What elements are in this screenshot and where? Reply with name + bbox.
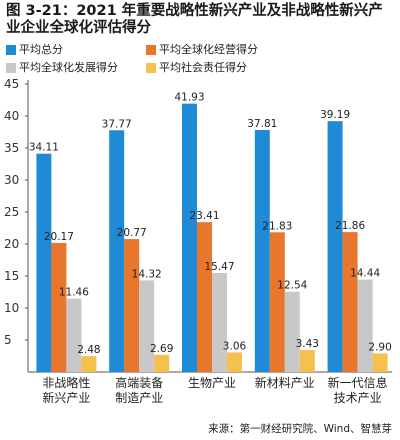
data-label: 14.32 bbox=[132, 268, 162, 280]
bar bbox=[36, 153, 52, 372]
x-tick-label: 生物产业 bbox=[188, 376, 236, 390]
bar-chart: 5 10 15 20 25 30 35 40 45 34.11 20.17 11.46 2.48 非战略性… bbox=[4, 77, 392, 405]
bar bbox=[357, 279, 373, 372]
x-tick-label: 制造产业 bbox=[115, 391, 163, 405]
legend-label: 平均全球化经营得分 bbox=[159, 43, 258, 56]
data-label: 15.47 bbox=[204, 261, 234, 273]
source-note: 来源：第一财经研究院、Wind、智慧芽 bbox=[208, 423, 392, 435]
x-tick-label: 新兴产业 bbox=[42, 390, 90, 405]
bar bbox=[109, 130, 125, 372]
bar bbox=[124, 239, 140, 372]
y-tick-label: 10 bbox=[4, 301, 19, 315]
chart-title: 图 3-21：2021 年重要战略性新兴产业及非战略性新兴产业企业全球化评估得分 bbox=[6, 3, 383, 36]
data-label: 2.48 bbox=[77, 344, 100, 356]
bar bbox=[182, 103, 197, 372]
data-label: 21.86 bbox=[335, 220, 365, 232]
legend-label: 平均社会责任得分 bbox=[159, 61, 247, 74]
legend-item: 平均全球化经营得分 bbox=[146, 42, 258, 58]
bar bbox=[66, 298, 82, 372]
data-label: 14.44 bbox=[350, 268, 380, 280]
data-label: 20.77 bbox=[117, 227, 147, 239]
data-label: 37.77 bbox=[102, 118, 132, 130]
legend-item: 平均社会责任得分 bbox=[146, 60, 247, 76]
bar bbox=[197, 222, 212, 372]
data-label: 23.41 bbox=[189, 210, 219, 222]
bar bbox=[342, 232, 358, 372]
bar bbox=[372, 353, 388, 372]
x-tick-label: 非战略性 bbox=[42, 375, 90, 390]
chart-legend: 平均总分 平均全球化经营得分平均全球化发展得分 平均社会责任得分 bbox=[6, 42, 396, 80]
data-label: 39.19 bbox=[320, 109, 350, 121]
bar bbox=[299, 350, 315, 372]
data-label: 20.17 bbox=[44, 231, 74, 243]
data-label: 37.81 bbox=[247, 118, 277, 130]
legend-swatch bbox=[6, 63, 16, 73]
x-tick-label: 技术产业 bbox=[334, 391, 382, 405]
y-tick-label: 40 bbox=[4, 109, 19, 123]
x-tick-label: 新一代信息 bbox=[328, 375, 388, 390]
legend-swatch bbox=[6, 45, 16, 55]
bar bbox=[51, 242, 67, 372]
bar bbox=[81, 356, 97, 372]
x-tick-label: 新材料产业 bbox=[255, 375, 315, 390]
legend-swatch bbox=[146, 63, 156, 73]
bar bbox=[154, 354, 170, 372]
y-tick-label: 25 bbox=[4, 205, 19, 219]
legend-item: 平均全球化发展得分 bbox=[6, 60, 118, 76]
y-tick-label: 45 bbox=[4, 77, 19, 91]
y-tick-label: 30 bbox=[4, 173, 19, 187]
legend-item: 平均总分 bbox=[6, 42, 63, 58]
bar bbox=[227, 352, 242, 372]
legend-swatch bbox=[146, 45, 156, 55]
data-label: 3.43 bbox=[296, 338, 319, 350]
bar bbox=[139, 280, 155, 372]
data-label: 3.06 bbox=[223, 340, 247, 352]
bar bbox=[284, 291, 300, 372]
bar bbox=[212, 272, 227, 372]
y-tick-label: 5 bbox=[4, 333, 12, 347]
legend-label: 平均总分 bbox=[19, 43, 63, 56]
data-label: 11.46 bbox=[59, 287, 89, 299]
data-label: 21.83 bbox=[262, 220, 292, 232]
data-label: 2.90 bbox=[368, 341, 391, 353]
y-tick-label: 20 bbox=[4, 237, 19, 251]
bar bbox=[254, 130, 270, 372]
bar bbox=[269, 232, 285, 372]
legend-label: 平均全球化发展得分 bbox=[19, 61, 118, 74]
data-label: 34.11 bbox=[29, 142, 59, 154]
data-label: 2.69 bbox=[150, 343, 173, 355]
x-tick-label: 高端装备 bbox=[115, 375, 163, 390]
bar bbox=[327, 121, 343, 373]
y-tick-label: 15 bbox=[4, 269, 19, 283]
data-label: 41.93 bbox=[174, 92, 204, 104]
data-label: 12.54 bbox=[277, 280, 307, 292]
y-tick-label: 35 bbox=[4, 141, 19, 155]
